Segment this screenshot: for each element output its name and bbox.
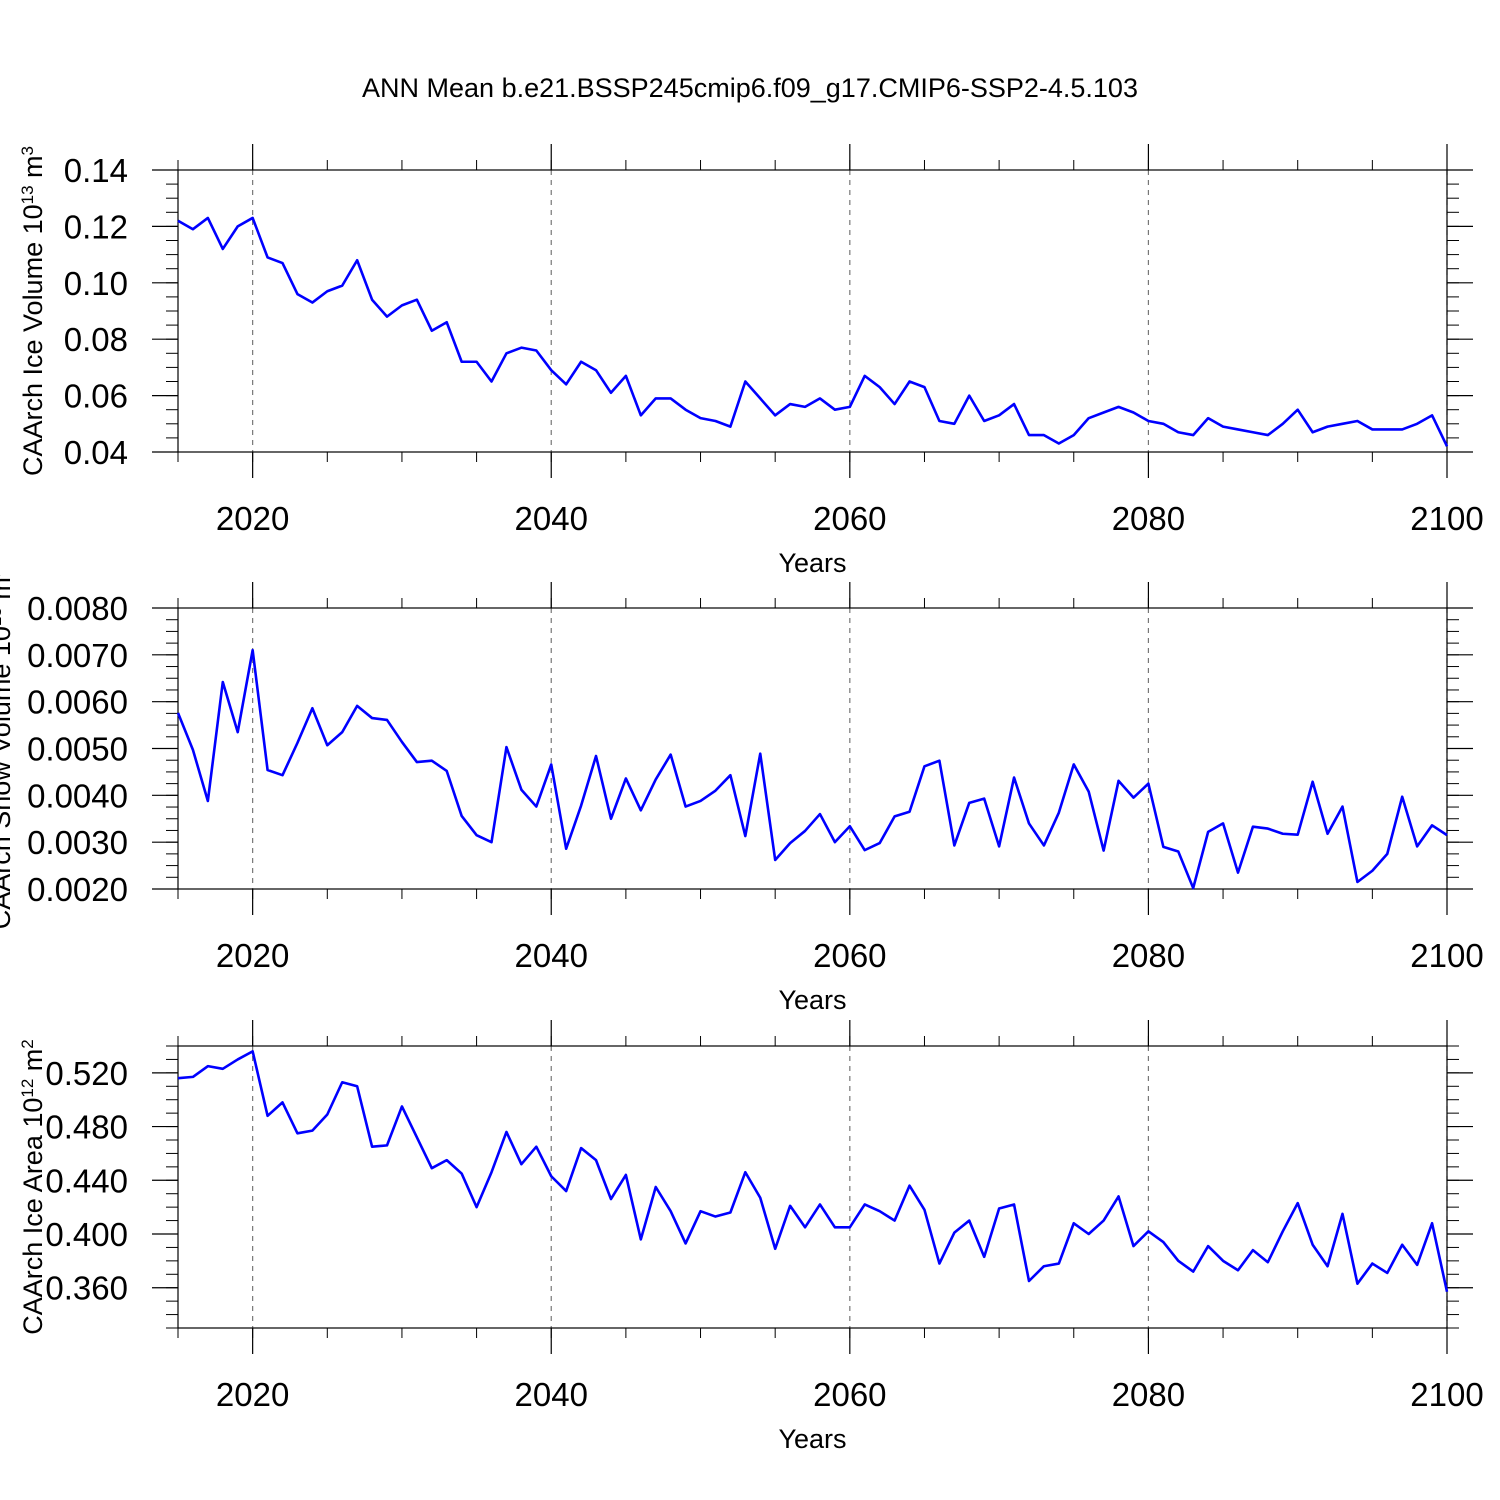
- x-tick-label: 2080: [1112, 1376, 1185, 1413]
- x-tick-label: 2100: [1410, 1376, 1483, 1413]
- panel: 2020 2040 2060 2080 2100 0.360 0.400 0.440 0.480…: [18, 1020, 1484, 1454]
- x-axis-title: Years: [778, 1424, 846, 1454]
- y-axis-title-part: CAArch Ice Volume 10: [18, 204, 48, 476]
- y-axis-title: CAArch Snow Volume 1013 m3: [0, 568, 16, 930]
- y-tick-label: 0.14: [64, 152, 128, 189]
- y-axis-title-part: 13: [18, 185, 37, 204]
- y-axis-title: CAArch Ice Area 1012 m2: [18, 1039, 49, 1335]
- y-tick-label: 0.06: [64, 378, 128, 415]
- x-tick-label: 2040: [515, 1376, 588, 1413]
- y-tick-label: 0.12: [64, 208, 128, 245]
- y-axis-title-group: CAArch Snow Volume 1013 m3: [0, 568, 16, 930]
- y-tick-label: 0.0050: [27, 731, 128, 768]
- x-tick-label: 2080: [1112, 937, 1185, 974]
- y-tick-label: 0.480: [45, 1109, 128, 1146]
- data-line: [176, 648, 1448, 890]
- y-axis-title-part: m: [18, 1049, 48, 1079]
- x-axis-title: Years: [778, 985, 846, 1015]
- y-tick-label: 0.520: [45, 1055, 128, 1092]
- chart-title: ANN Mean b.e21.BSSP245cmip6.f09_g17.CMIP…: [362, 73, 1138, 103]
- y-axis-title-part: 3: [0, 568, 5, 577]
- y-tick-label: 0.0040: [27, 777, 128, 814]
- y-tick-label: 0.360: [45, 1270, 128, 1307]
- y-axis-title-part: 13: [0, 607, 5, 626]
- y-axis-title-part: 2: [18, 1039, 37, 1048]
- data-line: [177, 216, 1449, 447]
- data-line: [177, 1050, 1449, 1293]
- plot-frame: [177, 607, 1448, 890]
- x-tick-label: 2040: [515, 937, 588, 974]
- x-tick-label: 2060: [813, 500, 886, 537]
- x-tick-label: 2100: [1410, 500, 1483, 537]
- x-tick-label: 2060: [813, 1376, 886, 1413]
- y-axis-title: CAArch Ice Volume 1013 m3: [18, 146, 49, 476]
- x-tick-label: 2080: [1112, 500, 1185, 537]
- y-axis-title-part: CAArch Ice Area 10: [18, 1098, 48, 1335]
- y-tick-label: 0.08: [64, 321, 128, 358]
- y-axis-title-group: CAArch Ice Area 1012 m2: [18, 1039, 49, 1335]
- y-axis-title-part: CAArch Snow Volume 10: [0, 626, 16, 929]
- x-tick-label: 2060: [813, 937, 886, 974]
- y-tick-label: 0.0020: [27, 871, 128, 908]
- x-tick-label: 2100: [1410, 937, 1483, 974]
- panel: 2020 2040 2060 2080 2100 0.0020 0.0030 0.0040 0.…: [0, 568, 1484, 1015]
- y-axis-title-part: m: [0, 577, 16, 607]
- y-tick-label: 0.0070: [27, 637, 128, 674]
- x-tick-label: 2020: [216, 937, 289, 974]
- x-tick-label: 2040: [515, 500, 588, 537]
- y-axis-title-group: CAArch Ice Volume 1013 m3: [18, 146, 49, 476]
- y-tick-label: 0.400: [45, 1216, 128, 1253]
- y-axis-title-part: m: [18, 155, 48, 185]
- y-tick-label: 0.0080: [27, 590, 128, 627]
- y-tick-label: 0.0060: [27, 684, 128, 721]
- plot-frame: [177, 169, 1448, 453]
- y-axis-title-part: 12: [18, 1079, 37, 1098]
- y-tick-label: 0.10: [64, 265, 128, 302]
- x-axis-title: Years: [778, 548, 846, 578]
- y-tick-label: 0.0030: [27, 824, 128, 861]
- y-axis-title-part: 3: [18, 146, 37, 155]
- panel: 2020 2040 2060 2080 2100 0.04 0.06 0.08 0.10 0.12…: [18, 144, 1484, 578]
- x-tick-label: 2020: [216, 500, 289, 537]
- x-tick-label: 2020: [216, 1376, 289, 1413]
- y-tick-label: 0.440: [45, 1162, 128, 1199]
- y-tick-label: 0.04: [64, 434, 128, 471]
- plot-frame: [177, 1045, 1448, 1329]
